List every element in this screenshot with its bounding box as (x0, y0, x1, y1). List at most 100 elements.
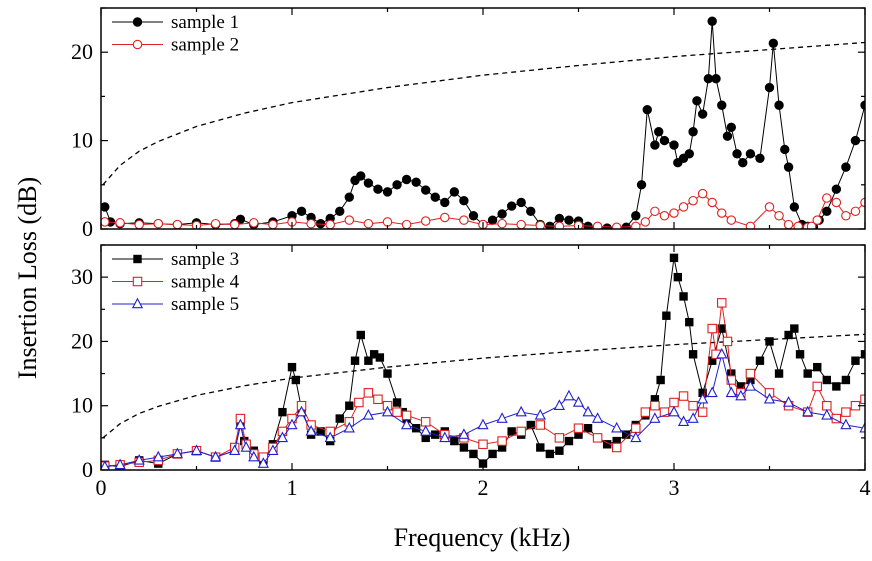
data-point (708, 356, 717, 365)
data-point (631, 211, 641, 221)
data-point (420, 417, 431, 427)
data-point (450, 436, 459, 446)
data-point (659, 210, 670, 221)
legend-label: sample 4 (171, 272, 240, 293)
data-point (440, 212, 450, 223)
data-point (296, 206, 307, 217)
data-point (662, 311, 671, 320)
data-point (631, 423, 641, 433)
data-point (726, 122, 736, 133)
data-point (573, 423, 584, 433)
data-point (622, 430, 631, 439)
data-point (152, 450, 164, 462)
data-point (793, 221, 803, 229)
data-point (257, 457, 269, 468)
data-point (497, 443, 507, 452)
data-point (440, 197, 450, 208)
data-point (439, 431, 451, 443)
data-point (267, 444, 279, 455)
data-point (716, 298, 727, 308)
data-point (611, 421, 623, 433)
data-point (295, 405, 308, 417)
data-point (612, 436, 621, 446)
data-point (382, 187, 393, 197)
data-point (134, 219, 144, 229)
data-point (722, 336, 733, 347)
data-point (711, 74, 721, 84)
data-point (669, 397, 679, 408)
data-point (688, 350, 698, 359)
data-point (268, 219, 278, 229)
data-point (789, 202, 800, 212)
data-point (564, 436, 574, 446)
data-point (822, 375, 831, 385)
y-tick-label: 10 (71, 393, 93, 418)
data-point (234, 418, 247, 430)
data-point (449, 187, 460, 197)
data-point (430, 192, 440, 202)
series-line (104, 354, 865, 468)
data-point (650, 395, 660, 404)
data-point (343, 421, 355, 433)
data-point (722, 131, 733, 141)
data-point (717, 100, 727, 110)
data-point (611, 222, 622, 229)
data-point (745, 368, 756, 379)
data-point (795, 350, 805, 359)
data-point (101, 217, 110, 227)
data-point (553, 399, 566, 410)
data-point (306, 218, 316, 229)
data-point (832, 382, 841, 391)
x-tick-label: 4 (860, 475, 871, 500)
legend-marker (132, 276, 143, 287)
data-point (774, 369, 784, 378)
data-point (685, 317, 694, 327)
data-point (727, 369, 736, 378)
data-point (516, 197, 526, 208)
data-point (563, 389, 575, 401)
data-point (459, 443, 469, 452)
data-point (841, 162, 851, 172)
data-point (497, 209, 507, 219)
data-point (345, 401, 354, 410)
data-point (698, 388, 707, 398)
data-point (765, 337, 774, 346)
data-point (210, 218, 221, 229)
legend-marker (133, 254, 142, 264)
data-point (822, 400, 832, 411)
data-point (636, 180, 647, 190)
data-point (572, 396, 585, 407)
data-point (668, 405, 680, 417)
data-point (478, 439, 488, 450)
data-point (659, 135, 670, 146)
data-point (421, 433, 430, 443)
legend-label: sample 1 (171, 12, 239, 33)
data-point (344, 215, 355, 225)
data-point (381, 405, 394, 417)
data-point (673, 272, 683, 282)
data-point (350, 356, 360, 365)
data-point (373, 184, 383, 194)
data-point (229, 219, 240, 229)
data-point (401, 174, 412, 185)
series-sample-5 (101, 347, 865, 470)
data-point (468, 211, 479, 221)
data-point (172, 219, 183, 229)
data-point (716, 347, 728, 359)
data-point (248, 450, 260, 462)
data-point (591, 412, 604, 423)
data-point (697, 188, 708, 199)
data-point (803, 369, 812, 378)
data-point (356, 330, 365, 340)
data-point (687, 412, 699, 423)
data-point (458, 428, 470, 439)
data-point (536, 443, 545, 452)
data-point (707, 197, 717, 208)
data-point (286, 418, 298, 430)
data-point (806, 221, 817, 229)
data-point (717, 324, 726, 333)
data-point (291, 375, 301, 385)
data-point (153, 218, 164, 229)
data-point (851, 356, 860, 365)
